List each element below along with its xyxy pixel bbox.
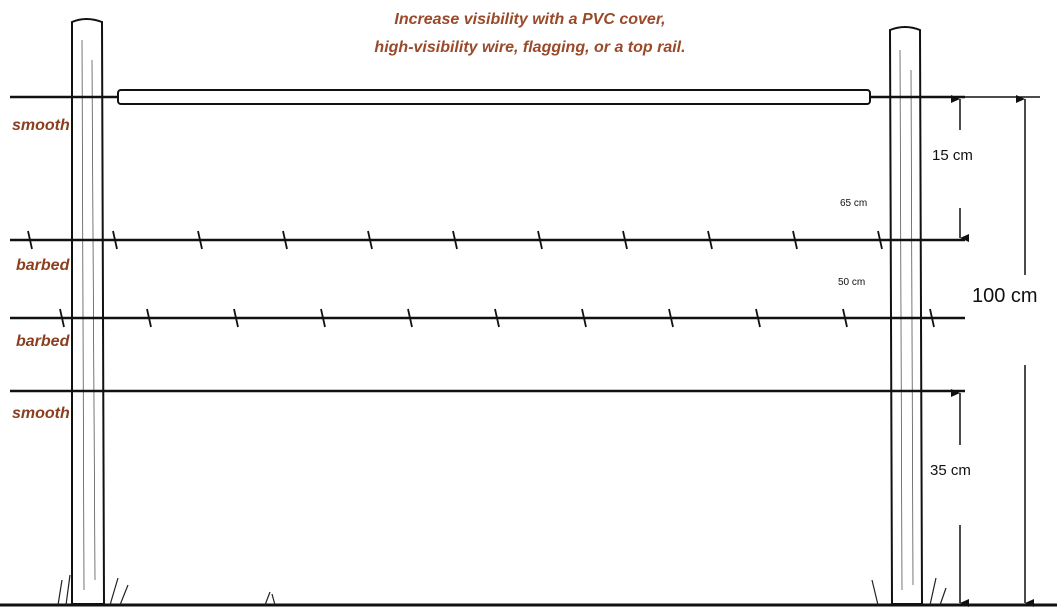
grass	[57, 574, 947, 606]
barb	[668, 308, 674, 328]
barb	[581, 308, 587, 328]
barb	[233, 308, 239, 328]
wires	[10, 89, 965, 393]
barb	[320, 308, 326, 328]
barb	[197, 230, 203, 250]
measurement-label: 15 cm	[932, 147, 973, 164]
measurement-label: 100 cm	[972, 285, 1038, 307]
caption-line: high-visibility wire, flagging, or a top…	[374, 39, 685, 56]
barb	[929, 308, 935, 328]
barb	[59, 308, 65, 328]
barb	[407, 308, 413, 328]
barb	[707, 230, 713, 250]
barb	[367, 230, 373, 250]
barb	[792, 230, 798, 250]
wire-label: barbed	[16, 257, 71, 274]
barb	[112, 230, 118, 250]
barb	[282, 230, 288, 250]
measurement-label: 50 cm	[838, 277, 865, 288]
wire-label: barbed	[16, 333, 71, 350]
barb	[27, 230, 33, 250]
barb	[452, 230, 458, 250]
barb	[842, 308, 848, 328]
barb	[537, 230, 543, 250]
measurement-label: 65 cm	[840, 198, 867, 209]
barb	[877, 230, 883, 250]
pvc-cover	[117, 89, 871, 105]
barb	[146, 308, 152, 328]
wire-label: smooth	[12, 405, 70, 422]
barb	[622, 230, 628, 250]
measurement-label: 35 cm	[930, 462, 971, 479]
dimension-lines	[951, 95, 1040, 607]
posts	[71, 18, 924, 605]
barb	[494, 308, 500, 328]
wire-label: smooth	[12, 117, 70, 134]
barb	[755, 308, 761, 328]
caption-line: Increase visibility with a PVC cover,	[394, 11, 665, 28]
